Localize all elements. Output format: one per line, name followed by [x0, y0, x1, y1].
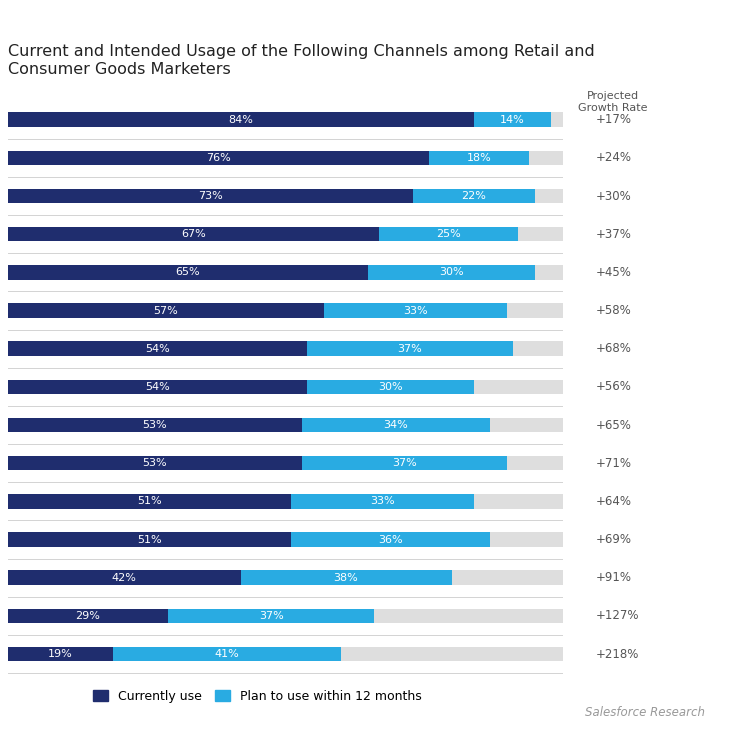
Text: 33%: 33%: [403, 306, 427, 315]
Text: 57%: 57%: [153, 306, 178, 315]
Text: +45%: +45%: [596, 266, 632, 279]
Legend: Currently use, Plan to use within 12 months: Currently use, Plan to use within 12 mon…: [88, 685, 426, 707]
Text: 76%: 76%: [206, 153, 231, 163]
Bar: [290, 532, 490, 547]
Text: +65%: +65%: [596, 418, 632, 431]
Bar: [8, 303, 562, 318]
Bar: [8, 494, 562, 509]
Text: +91%: +91%: [596, 572, 632, 584]
Bar: [169, 609, 374, 623]
Text: 25%: 25%: [436, 229, 461, 239]
Text: 51%: 51%: [136, 534, 161, 545]
Text: 53%: 53%: [142, 420, 167, 430]
Bar: [308, 380, 474, 394]
Text: +37%: +37%: [596, 228, 632, 241]
Bar: [290, 494, 474, 509]
Bar: [474, 112, 551, 127]
Text: 73%: 73%: [198, 191, 223, 201]
Text: 67%: 67%: [181, 229, 206, 239]
Bar: [413, 189, 535, 203]
Text: 38%: 38%: [334, 573, 358, 583]
Text: 33%: 33%: [370, 496, 394, 507]
Bar: [8, 303, 324, 318]
Text: 18%: 18%: [466, 153, 492, 163]
Bar: [368, 265, 535, 280]
Text: +69%: +69%: [596, 533, 632, 546]
Text: 53%: 53%: [142, 458, 167, 468]
Bar: [8, 189, 412, 203]
Text: 41%: 41%: [214, 649, 239, 659]
Text: 54%: 54%: [145, 382, 170, 392]
Text: +30%: +30%: [596, 190, 632, 202]
Bar: [8, 532, 562, 547]
Text: +56%: +56%: [596, 380, 632, 393]
Text: +17%: +17%: [596, 113, 632, 126]
Bar: [302, 418, 490, 432]
Text: +127%: +127%: [596, 610, 639, 623]
Bar: [8, 150, 429, 165]
Bar: [8, 456, 302, 471]
Bar: [8, 342, 562, 356]
Bar: [8, 418, 302, 432]
Text: 30%: 30%: [378, 382, 403, 392]
Bar: [8, 342, 308, 356]
Text: 22%: 22%: [461, 191, 486, 201]
Text: 65%: 65%: [176, 267, 200, 277]
Text: 36%: 36%: [378, 534, 403, 545]
Bar: [8, 189, 562, 203]
Bar: [8, 150, 562, 165]
Bar: [8, 112, 474, 127]
Bar: [8, 227, 562, 242]
Bar: [8, 265, 368, 280]
Text: 42%: 42%: [112, 573, 136, 583]
Bar: [308, 342, 512, 356]
Bar: [241, 571, 452, 585]
Text: +24%: +24%: [596, 151, 632, 164]
Bar: [8, 571, 562, 585]
Bar: [8, 380, 562, 394]
Bar: [380, 227, 518, 242]
Text: +68%: +68%: [596, 342, 632, 356]
Bar: [8, 647, 562, 661]
Bar: [8, 609, 562, 623]
Bar: [8, 647, 113, 661]
Bar: [8, 112, 562, 127]
Text: +64%: +64%: [596, 495, 632, 508]
Text: 37%: 37%: [259, 611, 284, 621]
Bar: [302, 456, 507, 471]
Text: 29%: 29%: [76, 611, 100, 621]
Bar: [8, 609, 169, 623]
Text: 34%: 34%: [383, 420, 408, 430]
Text: Projected
Growth Rate: Projected Growth Rate: [578, 91, 647, 112]
Text: 51%: 51%: [136, 496, 161, 507]
Text: Current and Intended Usage of the Following Channels among Retail and
Consumer G: Current and Intended Usage of the Follow…: [8, 45, 594, 77]
Text: 37%: 37%: [392, 458, 417, 468]
Bar: [429, 150, 530, 165]
Bar: [8, 571, 241, 585]
Text: 37%: 37%: [398, 344, 422, 354]
Text: 30%: 30%: [440, 267, 464, 277]
Bar: [8, 494, 290, 509]
Bar: [8, 456, 562, 471]
Bar: [8, 265, 562, 280]
Text: 19%: 19%: [48, 649, 73, 659]
Text: +58%: +58%: [596, 304, 632, 317]
Text: +218%: +218%: [596, 648, 639, 661]
Bar: [8, 380, 308, 394]
Bar: [8, 227, 380, 242]
Bar: [8, 418, 562, 432]
Bar: [324, 303, 507, 318]
Text: 54%: 54%: [145, 344, 170, 354]
Bar: [113, 647, 340, 661]
Text: +71%: +71%: [596, 457, 632, 469]
Text: Salesforce Research: Salesforce Research: [585, 706, 705, 719]
Bar: [8, 532, 290, 547]
Text: 84%: 84%: [228, 115, 253, 125]
Text: 14%: 14%: [500, 115, 525, 125]
